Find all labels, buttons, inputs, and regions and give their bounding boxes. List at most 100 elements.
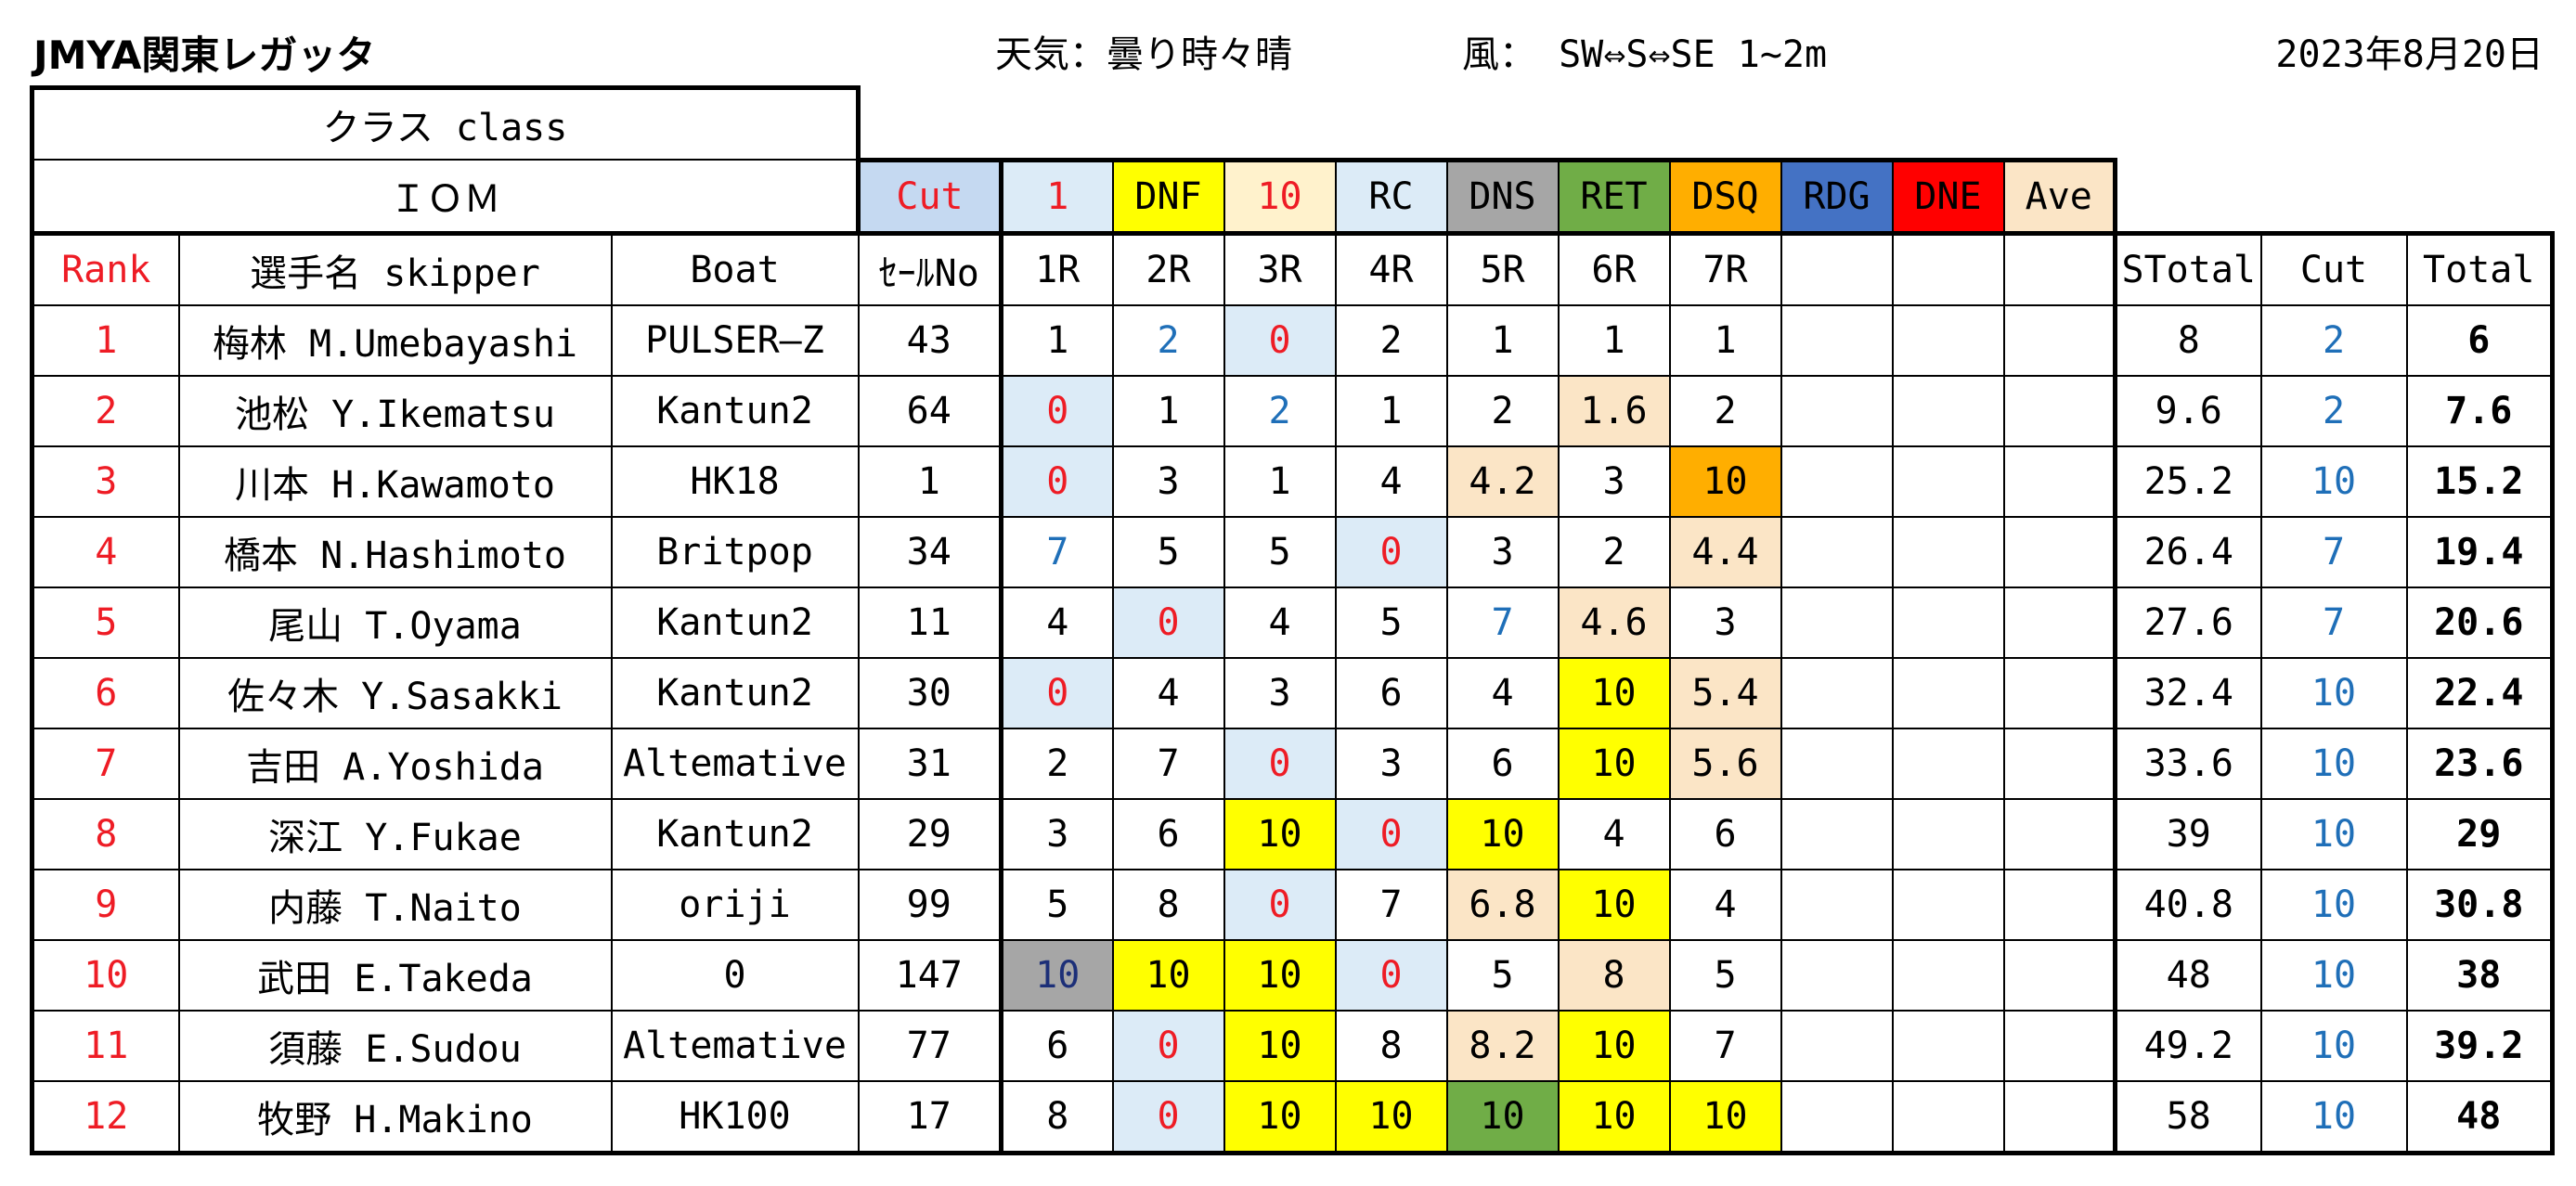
race-2-cell: 5 xyxy=(1111,515,1225,588)
table-row: 2 池松 Y.Ikematsu Kantun2 64 0 1 2 1 2 1.6 2 9.6 2 7.6 xyxy=(30,374,2555,447)
race-6-cell: 2 xyxy=(1557,515,1671,588)
race-5-cell: 2 xyxy=(1445,374,1560,447)
column-header-row: Rank 選手名 skipper Boat ｾｰﾙNo 1R 2R 3R 4R … xyxy=(30,230,2555,306)
skipper-cell: 川本 H.Kawamoto xyxy=(177,445,613,518)
blank-cell xyxy=(1780,445,1894,518)
cut-cell: 2 xyxy=(2259,303,2408,377)
col-boat: Boat xyxy=(610,230,860,306)
race-7-cell: 4.4 xyxy=(1668,515,1782,588)
col-blank xyxy=(1780,230,1894,306)
col-r6: 6R xyxy=(1557,230,1671,306)
blank-cell xyxy=(2002,1079,2117,1155)
race-1-cell: 2 xyxy=(999,727,1114,800)
blank-cell xyxy=(1780,797,1894,870)
total-cell: 48 xyxy=(2405,1079,2555,1155)
stotal-cell: 25.2 xyxy=(2114,445,2262,518)
race-3-cell: 10 xyxy=(1223,1009,1337,1082)
race-5-cell: 10 xyxy=(1445,1079,1560,1155)
legend-cut: Cut xyxy=(857,157,1003,234)
race-2-cell: 3 xyxy=(1111,445,1225,518)
race-6-cell: 4 xyxy=(1557,797,1671,870)
race-3-cell: 0 xyxy=(1223,727,1337,800)
boat-cell: PULSER—Z xyxy=(610,303,860,377)
blank-cell xyxy=(1891,445,2005,518)
total-cell: 20.6 xyxy=(2405,586,2555,659)
skipper-cell: 梅林 M.Umebayashi xyxy=(177,303,613,377)
boat-cell: Altemative xyxy=(610,1009,860,1082)
blank-cell xyxy=(2002,515,2117,588)
blank-cell xyxy=(2002,797,2117,870)
total-cell: 39.2 xyxy=(2405,1009,2555,1082)
skipper-cell: 深江 Y.Fukae xyxy=(177,797,613,870)
race-5-cell: 6 xyxy=(1445,727,1560,800)
col-skipper: 選手名 skipper xyxy=(177,230,613,306)
legend-dsq: DSQ xyxy=(1668,157,1782,234)
race-3-cell: 1 xyxy=(1223,445,1337,518)
stotal-cell: 27.6 xyxy=(2114,586,2262,659)
race-6-cell: 3 xyxy=(1557,445,1671,518)
race-7-cell: 3 xyxy=(1668,586,1782,659)
race-2-cell: 0 xyxy=(1111,1079,1225,1155)
table-row: 7 吉田 A.Yoshida Altemative 31 2 7 0 3 6 10 5.6 33.6 1… xyxy=(30,727,2555,800)
skipper-cell: 佐々木 Y.Sasakki xyxy=(177,656,613,729)
cut-cell: 10 xyxy=(2259,1079,2408,1155)
table-row: 3 川本 H.Kawamoto HK18 1 0 3 1 4 4.2 3 10 25.2 10 15.2 xyxy=(30,445,2555,518)
sail-number-cell: 29 xyxy=(857,797,1003,870)
race-7-cell: 7 xyxy=(1668,1009,1782,1082)
race-2-cell: 0 xyxy=(1111,586,1225,659)
stotal-cell: 40.8 xyxy=(2114,868,2262,941)
legend-dnf: DNF xyxy=(1111,157,1225,234)
race-4-cell: 6 xyxy=(1334,656,1448,729)
legend-dne: DNE xyxy=(1891,157,2005,234)
blank-cell xyxy=(1891,656,2005,729)
race-1-cell: 7 xyxy=(999,515,1114,588)
race-2-cell: 0 xyxy=(1111,1009,1225,1082)
table-row: 6 佐々木 Y.Sasakki Kantun2 30 0 4 3 6 4 10 5.4 32.4 10 2… xyxy=(30,656,2555,729)
col-rank: Rank xyxy=(30,230,180,306)
blank-cell xyxy=(2002,303,2117,377)
blank-cell xyxy=(1780,374,1894,447)
cut-cell: 7 xyxy=(2259,586,2408,659)
blank-cell xyxy=(1891,727,2005,800)
table-row: 8 深江 Y.Fukae Kantun2 29 3 6 10 0 10 4 6 39 10 29 xyxy=(30,797,2555,870)
race-1-cell: 6 xyxy=(999,1009,1114,1082)
boat-cell: Kantun2 xyxy=(610,374,860,447)
race-3-cell: 10 xyxy=(1223,938,1337,1012)
skipper-cell: 牧野 H.Makino xyxy=(177,1079,613,1155)
race-7-cell: 1 xyxy=(1668,303,1782,377)
col-sail: ｾｰﾙNo xyxy=(857,230,1003,306)
table-row: 9 内藤 T.Naito oriji 99 5 8 0 7 6.8 10 4 40.8 10 30.8 xyxy=(30,868,2555,941)
blank-cell xyxy=(1780,586,1894,659)
blank-cell xyxy=(2002,938,2117,1012)
race-6-cell: 4.6 xyxy=(1557,586,1671,659)
rank-cell: 6 xyxy=(30,656,180,729)
race-4-cell: 10 xyxy=(1334,1079,1448,1155)
race-3-cell: 10 xyxy=(1223,797,1337,870)
stotal-cell: 33.6 xyxy=(2114,727,2262,800)
blank-cell xyxy=(1780,1009,1894,1082)
race-2-cell: 1 xyxy=(1111,374,1225,447)
race-1-cell: 5 xyxy=(999,868,1114,941)
table-row: 1 梅林 M.Umebayashi PULSER—Z 43 1 2 0 2 1 1 1 8 2 6 xyxy=(30,303,2555,377)
blank-cell xyxy=(1780,868,1894,941)
boat-cell: oriji xyxy=(610,868,860,941)
race-4-cell: 7 xyxy=(1334,868,1448,941)
race-2-cell: 8 xyxy=(1111,868,1225,941)
rank-cell: 10 xyxy=(30,938,180,1012)
col-r4: 4R xyxy=(1334,230,1448,306)
race-2-cell: 7 xyxy=(1111,727,1225,800)
blank-cell xyxy=(2002,1009,2117,1082)
table-row: 4 橋本 N.Hashimoto Britpop 34 7 5 5 0 3 2 4.4 26.4 7 19… xyxy=(30,515,2555,588)
cut-cell: 10 xyxy=(2259,938,2408,1012)
col-total: Total xyxy=(2405,230,2555,306)
race-7-cell: 4 xyxy=(1668,868,1782,941)
total-cell: 22.4 xyxy=(2405,656,2555,729)
cut-cell: 10 xyxy=(2259,445,2408,518)
weather-info: 天気：曇り時々晴 xyxy=(995,33,1292,76)
table-row: 11 須藤 E.Sudou Altemative 77 6 0 10 8 8.2 10 7 49.2 1… xyxy=(30,1009,2555,1082)
race-5-cell: 6.8 xyxy=(1445,868,1560,941)
stotal-cell: 58 xyxy=(2114,1079,2262,1155)
boat-cell: Kantun2 xyxy=(610,797,860,870)
race-3-cell: 3 xyxy=(1223,656,1337,729)
stotal-cell: 8 xyxy=(2114,303,2262,377)
